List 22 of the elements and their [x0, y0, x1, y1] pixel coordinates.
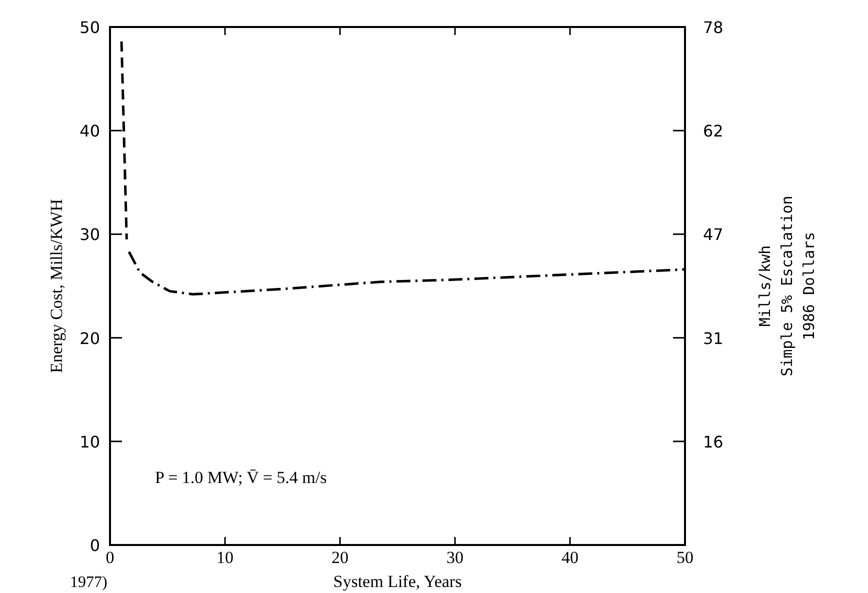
x-tick-label: 30	[446, 548, 464, 567]
y-tick-label: 10	[80, 432, 100, 452]
x-tick-label: 20	[332, 548, 348, 567]
y-tick-label: 30	[80, 225, 100, 244]
y2-tick-label: 16	[703, 432, 724, 452]
y-tick-label: 20	[80, 328, 100, 348]
x-tick-label: 50	[676, 548, 694, 567]
y-axis-title: Energy Cost, Mills/KWH	[47, 199, 66, 373]
y-tick-label: 50	[80, 18, 100, 37]
y2-tick-label: 31	[703, 328, 724, 348]
x-axis-title: System Life, Years	[333, 572, 462, 591]
annotation: P = 1.0 MW; V̄ = 5.4 m/s	[155, 468, 327, 487]
y-tick-label: 0	[90, 536, 100, 555]
y-tick-label: 40	[80, 122, 100, 141]
text: 1977)	[70, 574, 108, 591]
x-tick-label: 0	[106, 548, 114, 567]
y2-axis-title: Mills/kwh Simple 5% Escalation 1986 Dollars	[756, 196, 818, 376]
y2-tick-label: 47	[703, 225, 724, 244]
y2-tick-label: 78	[703, 18, 724, 37]
x-tick-label: 10	[216, 548, 234, 567]
y2-tick-label: 62	[703, 122, 724, 141]
x-tick-label: 40	[562, 548, 578, 567]
